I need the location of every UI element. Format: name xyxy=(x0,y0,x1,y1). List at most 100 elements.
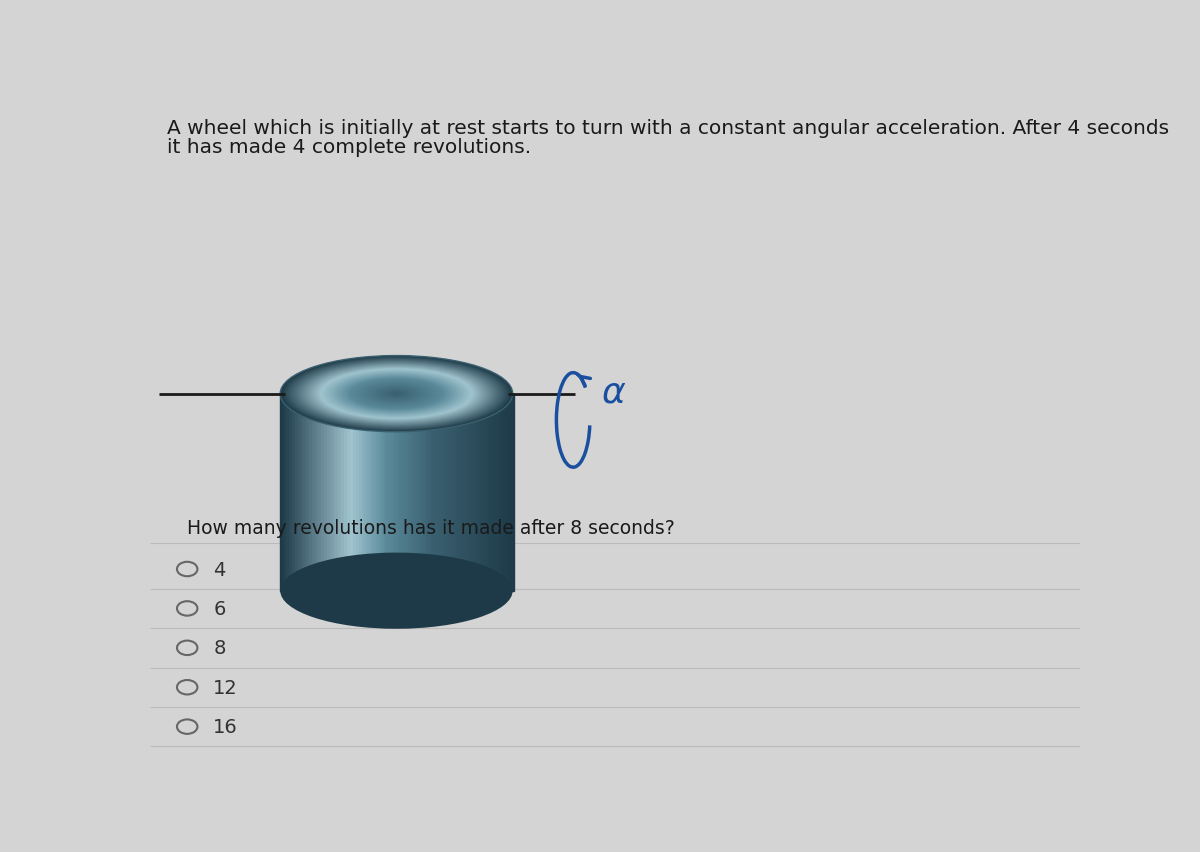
Bar xyxy=(371,394,374,591)
Bar xyxy=(281,394,284,591)
Ellipse shape xyxy=(337,375,456,413)
Ellipse shape xyxy=(335,374,458,414)
Bar xyxy=(394,394,397,591)
Ellipse shape xyxy=(364,383,430,405)
Bar xyxy=(475,394,479,591)
Ellipse shape xyxy=(389,392,404,397)
Text: 8: 8 xyxy=(214,639,226,658)
Ellipse shape xyxy=(281,553,512,629)
Bar xyxy=(400,394,403,591)
Ellipse shape xyxy=(316,368,476,421)
Bar xyxy=(431,394,436,591)
Bar xyxy=(506,394,511,591)
Text: 12: 12 xyxy=(214,678,238,697)
Ellipse shape xyxy=(388,391,406,397)
Ellipse shape xyxy=(344,377,449,412)
Bar xyxy=(295,394,299,591)
Ellipse shape xyxy=(394,393,400,395)
Ellipse shape xyxy=(311,366,482,423)
Ellipse shape xyxy=(304,364,490,425)
Ellipse shape xyxy=(353,380,439,408)
Ellipse shape xyxy=(329,372,464,417)
Ellipse shape xyxy=(323,370,469,418)
Ellipse shape xyxy=(368,385,424,403)
Bar xyxy=(510,394,514,591)
Ellipse shape xyxy=(343,377,450,412)
Ellipse shape xyxy=(328,371,466,417)
Bar xyxy=(365,394,368,591)
Bar xyxy=(484,394,487,591)
Ellipse shape xyxy=(385,390,408,398)
Ellipse shape xyxy=(286,358,506,430)
Text: 6: 6 xyxy=(214,599,226,619)
Bar xyxy=(316,394,319,591)
Ellipse shape xyxy=(301,363,491,425)
Text: 4: 4 xyxy=(214,560,226,579)
Bar xyxy=(310,394,313,591)
Ellipse shape xyxy=(355,381,438,408)
Bar xyxy=(457,394,461,591)
Bar xyxy=(402,394,406,591)
Ellipse shape xyxy=(366,384,427,404)
Ellipse shape xyxy=(298,362,496,427)
Bar xyxy=(391,394,395,591)
Ellipse shape xyxy=(322,370,472,418)
Bar xyxy=(347,394,350,591)
Ellipse shape xyxy=(290,360,503,429)
Ellipse shape xyxy=(281,356,512,432)
Ellipse shape xyxy=(296,361,497,427)
Ellipse shape xyxy=(299,362,494,426)
Bar xyxy=(492,394,496,591)
Ellipse shape xyxy=(380,389,413,400)
Bar xyxy=(451,394,456,591)
Bar xyxy=(283,394,287,591)
Ellipse shape xyxy=(300,363,493,426)
Ellipse shape xyxy=(361,383,431,406)
Ellipse shape xyxy=(314,367,479,421)
Bar xyxy=(428,394,432,591)
Bar xyxy=(502,394,505,591)
Ellipse shape xyxy=(293,360,500,428)
Bar xyxy=(289,394,293,591)
Bar xyxy=(341,394,346,591)
Bar xyxy=(490,394,493,591)
Bar xyxy=(355,394,360,591)
Bar xyxy=(498,394,502,591)
Bar xyxy=(379,394,383,591)
Text: $\alpha$: $\alpha$ xyxy=(601,375,626,409)
Bar xyxy=(359,394,362,591)
Ellipse shape xyxy=(356,381,437,407)
Bar xyxy=(292,394,295,591)
Bar xyxy=(486,394,491,591)
Bar xyxy=(306,394,310,591)
Bar xyxy=(376,394,380,591)
Bar xyxy=(455,394,458,591)
Ellipse shape xyxy=(374,387,419,401)
Ellipse shape xyxy=(372,386,421,402)
Ellipse shape xyxy=(307,365,486,423)
Bar xyxy=(440,394,444,591)
Bar xyxy=(446,394,450,591)
Bar xyxy=(326,394,330,591)
Ellipse shape xyxy=(342,377,451,412)
Text: How many revolutions has it made after 8 seconds?: How many revolutions has it made after 8… xyxy=(187,519,674,538)
Ellipse shape xyxy=(382,389,412,399)
Bar xyxy=(469,394,473,591)
Bar xyxy=(496,394,499,591)
Bar xyxy=(481,394,485,591)
Ellipse shape xyxy=(392,393,401,395)
Ellipse shape xyxy=(349,378,444,410)
Ellipse shape xyxy=(324,371,468,417)
Ellipse shape xyxy=(383,390,409,399)
Bar xyxy=(478,394,481,591)
Bar xyxy=(388,394,391,591)
Text: A wheel which is initially at rest starts to turn with a constant angular accele: A wheel which is initially at rest start… xyxy=(167,118,1169,138)
Ellipse shape xyxy=(365,383,428,405)
Bar xyxy=(367,394,371,591)
Bar xyxy=(318,394,322,591)
Ellipse shape xyxy=(292,360,502,429)
Ellipse shape xyxy=(326,371,467,417)
Ellipse shape xyxy=(350,379,443,409)
Bar xyxy=(344,394,348,591)
Ellipse shape xyxy=(390,392,402,396)
